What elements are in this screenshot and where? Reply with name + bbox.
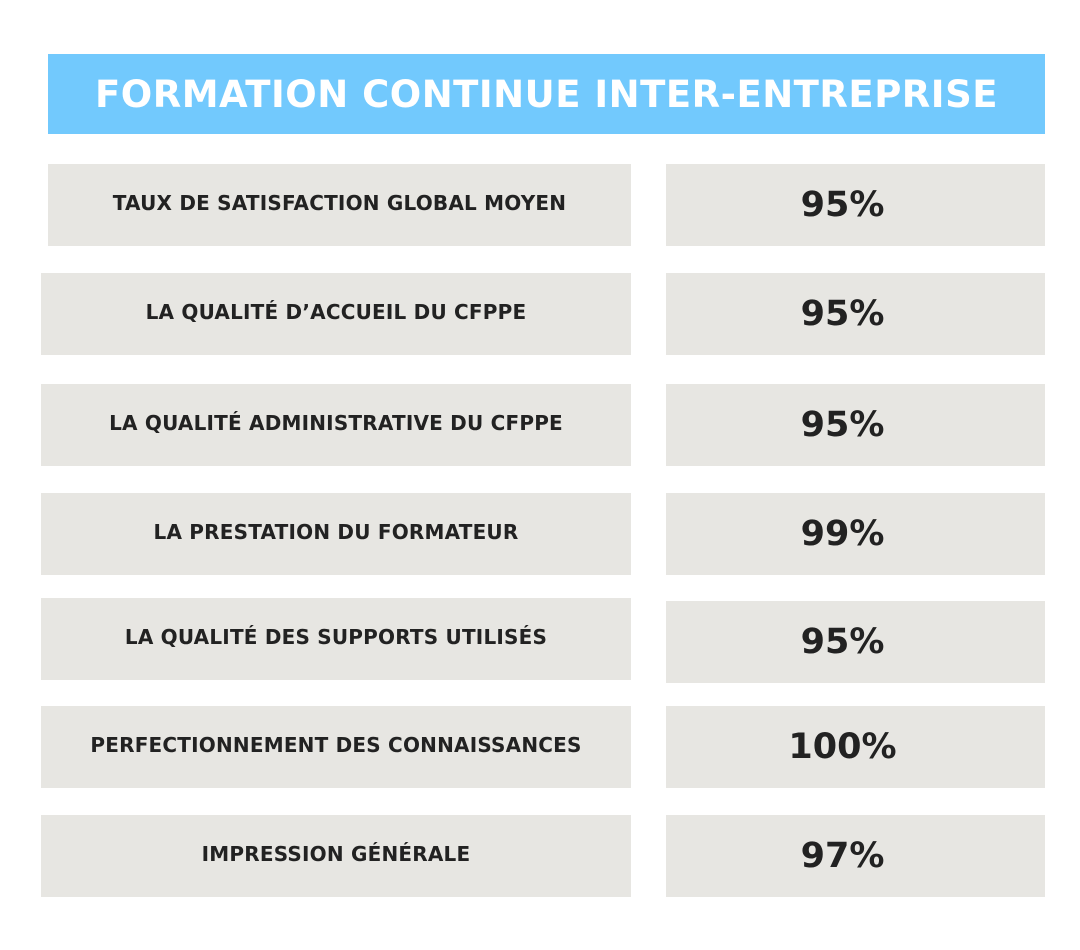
row-value-cell: 100% xyxy=(666,706,1045,788)
row-value-cell: 95% xyxy=(666,273,1045,355)
row-value: 95% xyxy=(800,405,885,445)
row-label-cell: IMPRESSION GÉNÉRALE xyxy=(41,815,631,897)
row-value-cell: 95% xyxy=(666,384,1045,466)
row-value: 95% xyxy=(800,185,885,225)
row-value: 95% xyxy=(800,294,885,334)
row-value: 97% xyxy=(800,836,885,876)
row-label: PERFECTIONNEMENT DES CONNAISSANCES xyxy=(90,733,582,757)
table-row: LA QUALITÉ D’ACCUEIL DU CFPPE 95% xyxy=(0,273,1080,355)
row-label: LA PRESTATION DU FORMATEUR xyxy=(153,520,519,544)
row-label: LA QUALITÉ DES SUPPORTS UTILISÉS xyxy=(124,625,548,649)
row-value: 95% xyxy=(800,622,885,662)
row-label-cell: TAUX DE SATISFACTION GLOBAL MOYEN xyxy=(48,164,631,246)
table-row: LA PRESTATION DU FORMATEUR 99% xyxy=(0,493,1080,575)
row-label-cell: LA QUALITÉ ADMINISTRATIVE DU CFPPE xyxy=(41,384,631,466)
row-label-cell: PERFECTIONNEMENT DES CONNAISSANCES xyxy=(41,706,631,788)
row-value-cell: 95% xyxy=(666,164,1045,246)
row-label: TAUX DE SATISFACTION GLOBAL MOYEN xyxy=(112,191,567,215)
row-value: 99% xyxy=(800,514,885,554)
row-value-cell: 97% xyxy=(666,815,1045,897)
table-row: TAUX DE SATISFACTION GLOBAL MOYEN 95% xyxy=(0,164,1080,246)
row-label-cell: LA PRESTATION DU FORMATEUR xyxy=(41,493,631,575)
table-row: IMPRESSION GÉNÉRALE 97% xyxy=(0,815,1080,897)
row-label: IMPRESSION GÉNÉRALE xyxy=(201,842,471,866)
row-label: LA QUALITÉ ADMINISTRATIVE DU CFPPE xyxy=(109,411,563,435)
row-label: LA QUALITÉ D’ACCUEIL DU CFPPE xyxy=(145,300,527,324)
table-row: LA QUALITÉ ADMINISTRATIVE DU CFPPE 95% xyxy=(0,384,1080,466)
table-row: LA QUALITÉ DES SUPPORTS UTILISÉS 95% xyxy=(0,598,1080,683)
row-label-cell: LA QUALITÉ D’ACCUEIL DU CFPPE xyxy=(41,273,631,355)
table-row: PERFECTIONNEMENT DES CONNAISSANCES 100% xyxy=(0,706,1080,788)
row-value: 100% xyxy=(788,727,897,767)
title-banner: FORMATION CONTINUE INTER-ENTREPRISE xyxy=(48,54,1045,134)
row-label-cell: LA QUALITÉ DES SUPPORTS UTILISÉS xyxy=(41,598,631,680)
row-value-cell: 99% xyxy=(666,493,1045,575)
page-title: FORMATION CONTINUE INTER-ENTREPRISE xyxy=(95,72,998,116)
row-value-cell: 95% xyxy=(666,601,1045,683)
